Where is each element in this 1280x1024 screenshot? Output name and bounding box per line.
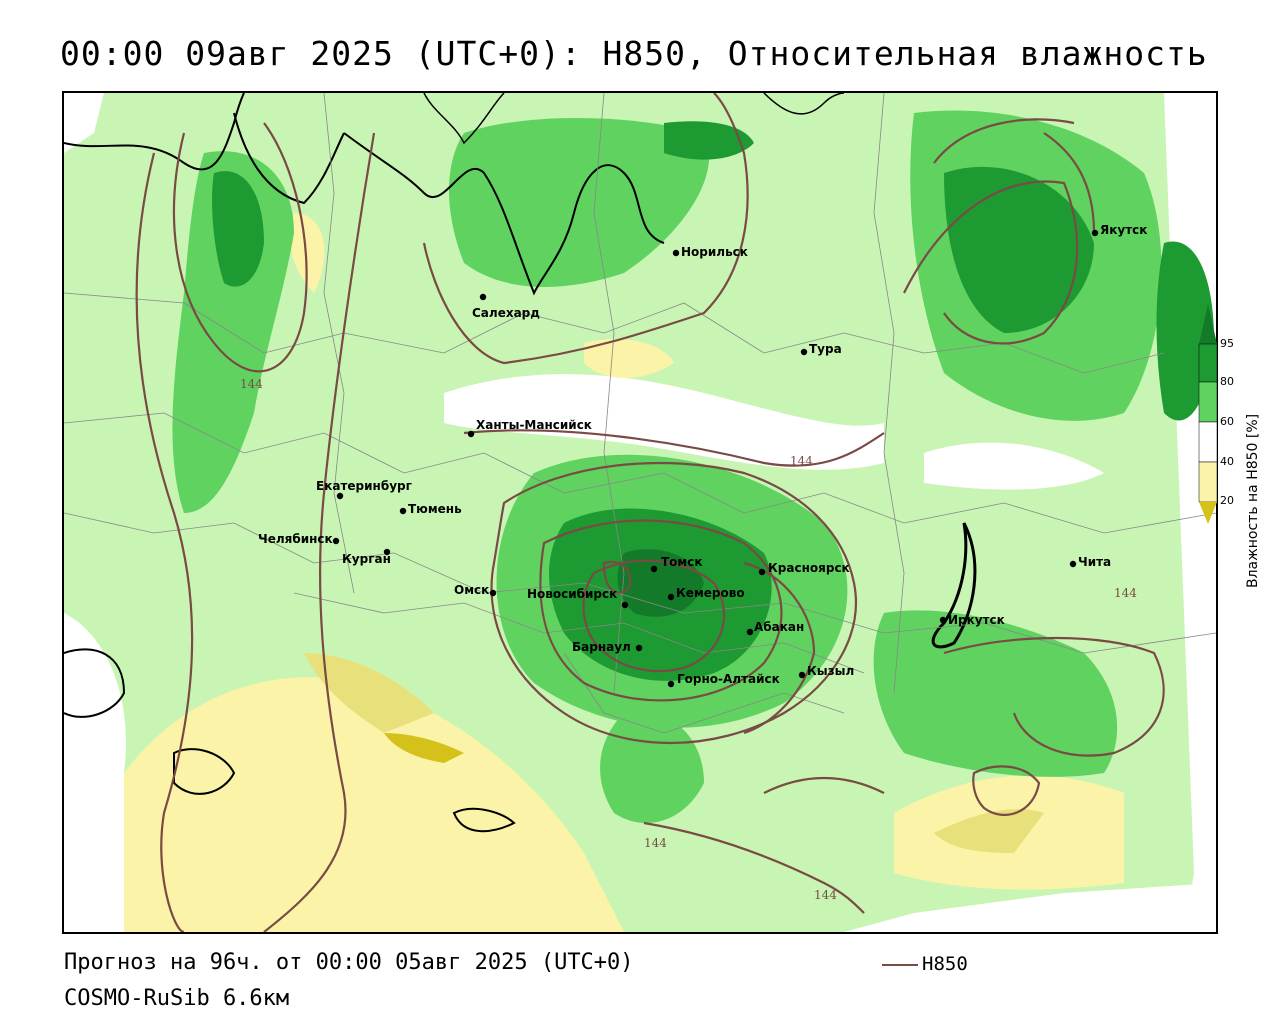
city-marker: Норильск (672, 245, 748, 259)
city-marker: Омск (454, 583, 497, 597)
coastline-northwest (64, 93, 245, 171)
colorbar-tick: 40 (1220, 455, 1234, 468)
city-marker: Абакан (746, 620, 804, 636)
isoline-label: 144 (240, 377, 263, 391)
h850-contours (135, 93, 1165, 932)
city-marker: Красноярск (758, 561, 850, 576)
svg-text:Челябинск: Челябинск (258, 532, 333, 546)
isoline-label: 144 (790, 454, 813, 468)
svg-text:Барнаул: Барнаул (572, 640, 631, 654)
city-marker: Якутск (1091, 223, 1147, 237)
admin-boundaries (64, 93, 1216, 734)
svg-text:Ханты-Мансийск: Ханты-Мансийск (476, 418, 592, 432)
humidity-map: 144 144 144 144 144 144 Норильск Якутск … (62, 91, 1218, 934)
contour-legend-line (882, 963, 918, 966)
colorbar-tick: 80 (1220, 375, 1234, 388)
map-canvas: 144 144 144 144 144 144 Норильск Якутск … (64, 93, 1216, 932)
model-info: COSMO-RuSib 6.6км (64, 986, 290, 1011)
svg-text:Абакан: Абакан (754, 620, 804, 634)
isoline-labels: 144 144 144 144 144 144 (240, 93, 1137, 902)
city-marker: Салехард (472, 293, 540, 320)
svg-text:Кызыл: Кызыл (807, 664, 854, 678)
svg-text:Курган: Курган (342, 552, 391, 566)
svg-text:Кемерово: Кемерово (676, 586, 745, 600)
dry-region-southwest (124, 677, 624, 932)
city-marker: Кызыл (798, 664, 854, 679)
forecast-info: Прогноз на 96ч. от 00:00 05авг 2025 (UTC… (64, 950, 634, 975)
coastline-north (343, 132, 665, 296)
isoline-label: 144 (814, 888, 837, 902)
sea-region-west (64, 613, 126, 932)
svg-text:Тура: Тура (809, 342, 842, 356)
contour-legend: H850 (882, 953, 968, 975)
city-marker: Кемерово (667, 586, 745, 601)
svg-text:Якутск: Якутск (1100, 223, 1147, 237)
city-marker: Екатеринбург (316, 479, 412, 500)
colorbar-tick: 95 (1220, 337, 1234, 350)
svg-text:Салехард: Салехард (472, 306, 540, 320)
city-marker: Томск (650, 555, 703, 573)
city-marker: Горно-Алтайск (667, 672, 780, 688)
city-marker: Челябинск (258, 532, 340, 546)
svg-text:Новосибирск: Новосибирск (527, 587, 617, 601)
svg-text:Красноярск: Красноярск (768, 561, 850, 575)
map-title: 00:00 09авг 2025 (UTC+0): H850, Относите… (60, 34, 1208, 73)
outside-domain-bottom (844, 883, 1216, 932)
svg-text:Горно-Алтайск: Горно-Алтайск (677, 672, 780, 686)
city-marker: Курган (342, 548, 391, 566)
svg-text:Екатеринбург: Екатеринбург (316, 479, 412, 493)
city-marker: Новосибирск (527, 587, 629, 609)
svg-text:Иркутск: Иркутск (948, 613, 1005, 627)
svg-text:Омск: Омск (454, 583, 489, 597)
city-marker: Чита (1069, 555, 1111, 569)
contour-ring-southeast (972, 765, 1041, 816)
colorbar-swatches (1198, 304, 1218, 524)
isoline-label: 144 (450, 93, 473, 96)
aral-sea (173, 748, 236, 795)
colorbar-tick: 60 (1220, 415, 1234, 428)
caspian-sea (64, 648, 126, 718)
contour-legend-label: H850 (922, 953, 968, 975)
colorbar-tick: 20 (1220, 494, 1234, 507)
lake-baikal (931, 522, 977, 649)
svg-text:Чита: Чита (1078, 555, 1111, 569)
dry-band-central (444, 374, 884, 470)
isoline-label: 144 (1114, 586, 1137, 600)
cities: Норильск Якутск Салехард Тура Ханты-Манс… (258, 223, 1147, 688)
svg-text:Норильск: Норильск (681, 245, 748, 259)
colorbar-title: Влажность на H850 [%] (1245, 413, 1261, 588)
city-marker: Иркутск (939, 613, 1005, 627)
city-marker: Барнаул (572, 640, 643, 654)
humidity-colorbar: 95 80 60 40 20 (1198, 304, 1278, 544)
city-marker: Тура (800, 342, 842, 356)
city-marker: Ханты-Мансийск (467, 418, 592, 438)
contour-144-west (263, 132, 376, 932)
isoline-label: 144 (644, 836, 667, 850)
svg-text:Тюмень: Тюмень (408, 502, 462, 516)
city-marker: Тюмень (399, 502, 462, 516)
outside-domain-topleft (64, 93, 104, 153)
svg-text:Томск: Томск (661, 555, 703, 569)
wet-region-north (449, 118, 710, 287)
lake-balkhash (452, 807, 516, 833)
